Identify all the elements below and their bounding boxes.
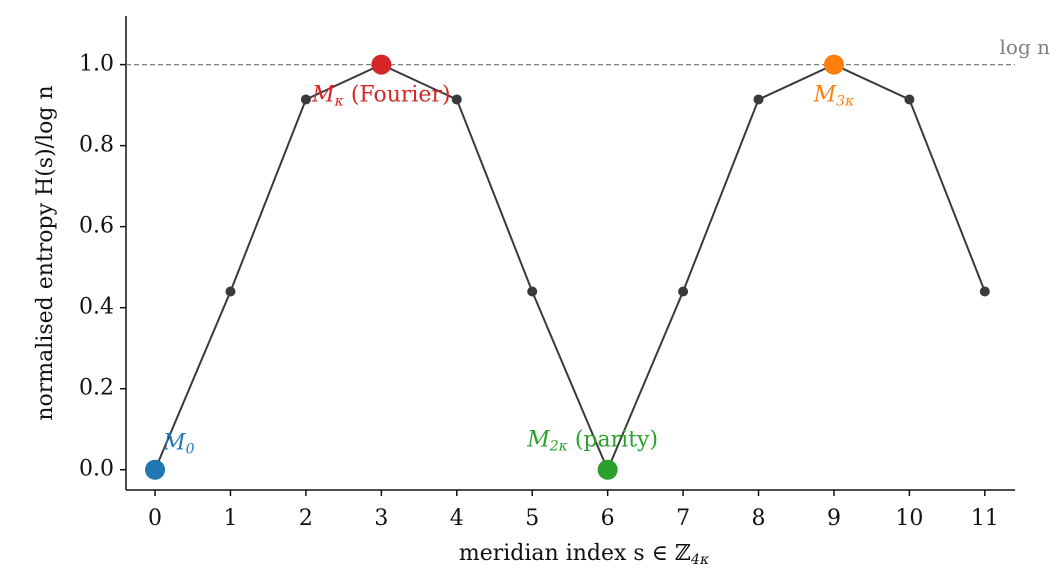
x-tick-label: 11 [971, 506, 999, 531]
point [904, 94, 915, 105]
point [300, 94, 311, 105]
x-tick-label: 5 [525, 506, 539, 531]
x-tick-label: 10 [895, 506, 923, 531]
x-tick-label: 7 [676, 506, 690, 531]
point [527, 286, 538, 297]
y-tick-label: 0.2 [79, 376, 114, 401]
x-tick-label: 0 [148, 506, 162, 531]
annotation-sub: κ [334, 94, 344, 110]
annotation: M0 [162, 431, 195, 458]
x-tick-label: 1 [223, 506, 237, 531]
point [451, 94, 462, 105]
annotation-suffix: (parity) [568, 428, 658, 453]
point [225, 286, 236, 297]
x-tick-label: 6 [601, 506, 615, 531]
x-tick-label: 4 [450, 506, 464, 531]
y-tick-label: 1.0 [79, 52, 114, 77]
x-tick-label: 2 [299, 506, 313, 531]
point [979, 286, 990, 297]
y-tick-label: 0.6 [79, 214, 114, 239]
highlight-point [823, 54, 844, 75]
x-axis-label-text: meridian index s ∈ ℤ [459, 541, 691, 566]
annotation: M3κ [813, 83, 855, 110]
series-line [154, 63, 986, 473]
y-tick-label: 0.0 [79, 457, 114, 482]
annotation-sub: 0 [186, 442, 195, 458]
x-axis-label-sub: 4κ [690, 552, 709, 568]
x-axis-label: meridian index s ∈ ℤ4κ [459, 541, 709, 568]
x-tick-label: 9 [827, 506, 841, 531]
annotation: M2κ (parity) [526, 428, 658, 455]
y-axis-label: normalised entropy H(s)/log n [33, 85, 58, 420]
highlight-point [145, 459, 166, 480]
reference-label: log n [1000, 35, 1051, 59]
annotation-sub: 3κ [836, 94, 854, 110]
annotation: Mκ (Fourier) [311, 83, 450, 110]
point [753, 94, 764, 105]
highlight-point [597, 459, 618, 480]
y-tick-label: 0.4 [79, 295, 114, 320]
y-tick-label: 0.8 [79, 133, 114, 158]
point [678, 286, 689, 297]
annotation-base: M [813, 83, 837, 108]
highlight-point [371, 54, 392, 75]
annotation-suffix: (Fourier) [344, 83, 451, 108]
x-tick-label: 3 [374, 506, 388, 531]
x-tick-label: 8 [752, 506, 766, 531]
annotation-base: M [311, 83, 335, 108]
annotation-sub: 2κ [549, 439, 568, 455]
annotation-base: M [162, 431, 186, 456]
annotation-base: M [526, 428, 550, 453]
